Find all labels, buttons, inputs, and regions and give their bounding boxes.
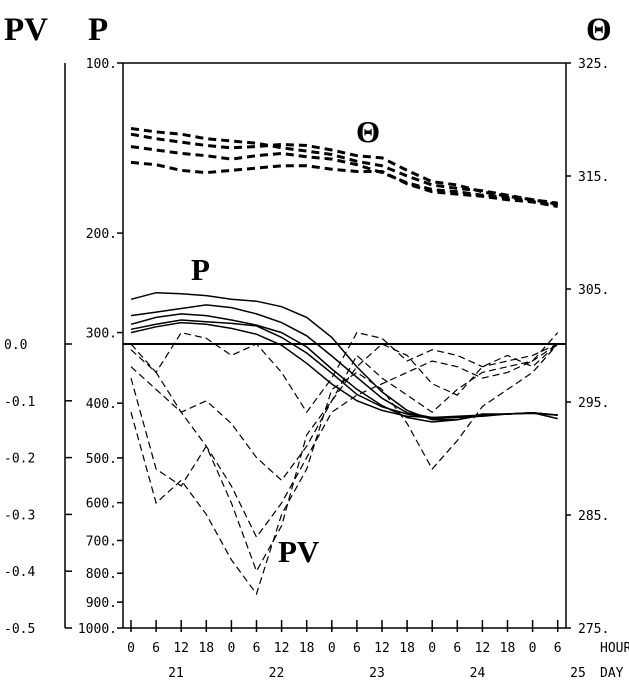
pv-annotation: PV [278, 534, 320, 569]
theta-tick-label: 325. [578, 57, 609, 72]
pressure-series-line [130, 321, 558, 419]
theta-tick-label: 285. [578, 509, 609, 524]
day-tick-label: 24 [470, 666, 486, 681]
pv-series-line [130, 331, 558, 414]
pv-series-line [130, 343, 559, 482]
hour-tick-label: 0 [529, 641, 537, 656]
hour-tick-label: 12 [475, 641, 491, 656]
theta-tick-label: 305. [578, 283, 609, 298]
pv-series-line [130, 343, 559, 573]
theta-tick-label: 275. [578, 622, 609, 637]
day-tick-label: 21 [168, 666, 184, 681]
pressure-tick-label: 300. [86, 327, 117, 342]
pressure-series-line [130, 291, 558, 421]
pressure-tick-label: 1000. [78, 622, 117, 637]
hour-tick-label: 0 [428, 641, 436, 656]
theta-tick-label: 295. [578, 396, 609, 411]
pv-tick-label: -0.5 [4, 622, 35, 637]
hour-tick-label: 0 [328, 641, 336, 656]
pressure-tick-label: 100. [86, 57, 117, 72]
theta-tick-label: 315. [578, 170, 609, 185]
theta-series-line [130, 132, 558, 206]
p-annotation: P [191, 252, 210, 287]
pv-axis-header: PV [4, 12, 48, 48]
hour-tick-label: 0 [227, 641, 235, 656]
hour-tick-label: 12 [173, 641, 189, 656]
hour-tick-label: 6 [353, 641, 361, 656]
hour-tick-label: 18 [399, 641, 415, 656]
theta-axis-header: Θ [586, 12, 612, 48]
day-tick-label: 25 [570, 666, 586, 681]
pressure-tick-label: 200. [86, 227, 117, 242]
pv-tick-label: 0.0 [4, 338, 27, 353]
pv-series-line [130, 343, 559, 596]
series-group [130, 127, 559, 596]
hour-tick-label: 18 [500, 641, 516, 656]
theta-annotation: Θ [356, 114, 380, 149]
pressure-series-line [130, 304, 558, 419]
pressure-tick-label: 700. [86, 534, 117, 549]
pressure-axis-header: P [88, 12, 108, 48]
pv-tick-label: -0.4 [4, 565, 35, 580]
day-axis-title: DAY [600, 666, 624, 681]
hour-tick-label: 6 [453, 641, 461, 656]
theta-series-line [130, 145, 558, 207]
hour-tick-label: 6 [554, 641, 562, 656]
hour-tick-label: 6 [253, 641, 261, 656]
pressure-tick-label: 800. [86, 567, 117, 582]
theta-series-line [130, 160, 558, 208]
pressure-tick-label: 400. [86, 397, 117, 412]
day-tick-label: 23 [369, 666, 385, 681]
pv-tick-label: -0.2 [4, 452, 35, 467]
pv-tick-label: -0.1 [4, 395, 35, 410]
pv-series-line [130, 332, 559, 539]
pressure-tick-label: 500. [86, 452, 117, 467]
axes-group: 100. 200. 300. 400. 500. 600. 700. 800. 900. 1000… [4, 57, 629, 681]
pressure-tick-label: 600. [86, 497, 117, 512]
hour-axis-title: HOUR [600, 641, 629, 656]
pressure-tick-label: 900. [86, 596, 117, 611]
hour-tick-label: 18 [198, 641, 214, 656]
hour-tick-label: 0 [127, 641, 135, 656]
hour-tick-label: 6 [152, 641, 160, 656]
pv-tick-label: -0.3 [4, 508, 35, 523]
theta-series-line [130, 127, 558, 205]
hour-tick-label: 18 [299, 641, 315, 656]
hour-tick-label: 12 [374, 641, 390, 656]
day-tick-label: 22 [269, 666, 285, 681]
hour-tick-label: 12 [274, 641, 290, 656]
